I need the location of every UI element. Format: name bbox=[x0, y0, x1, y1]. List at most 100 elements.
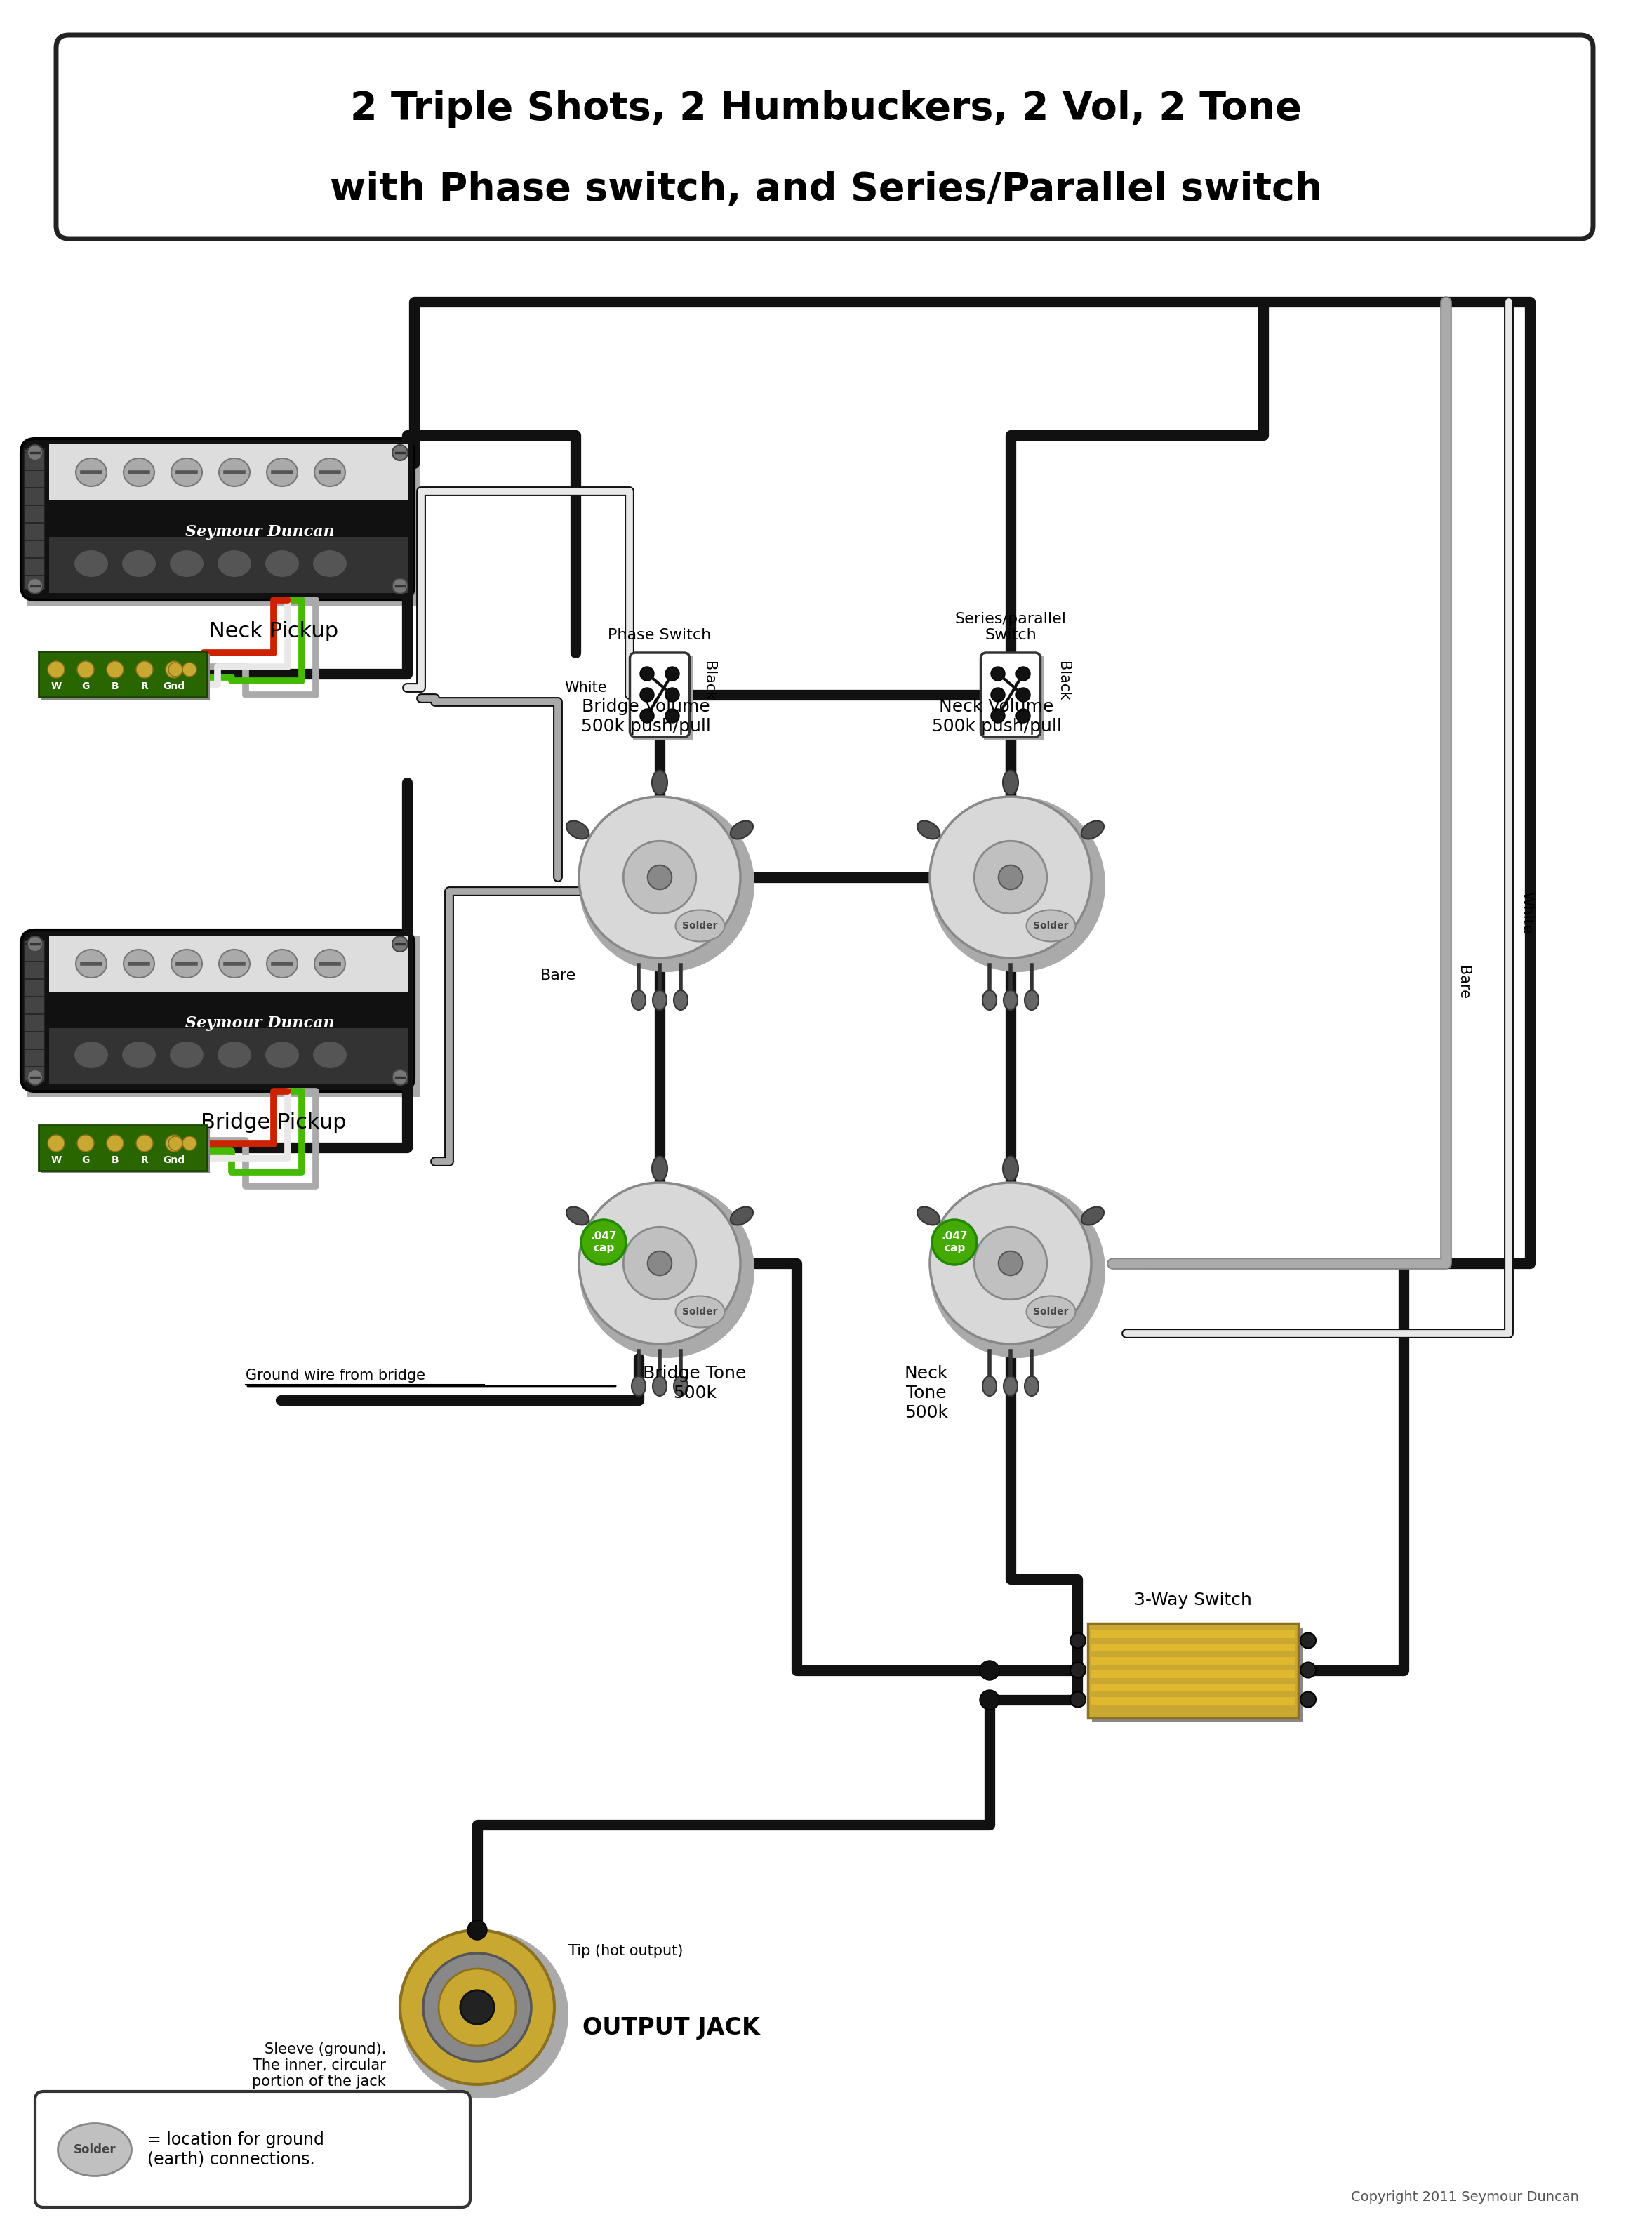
FancyBboxPatch shape bbox=[629, 653, 689, 738]
FancyBboxPatch shape bbox=[21, 438, 415, 600]
Circle shape bbox=[135, 1135, 154, 1151]
Circle shape bbox=[1070, 1662, 1085, 1678]
Bar bbox=[1092, 1684, 1295, 1691]
Bar bbox=[38, 651, 206, 695]
FancyBboxPatch shape bbox=[56, 36, 1593, 238]
Circle shape bbox=[666, 709, 679, 722]
Circle shape bbox=[165, 1135, 182, 1151]
Circle shape bbox=[392, 578, 408, 593]
Text: 2 Triple Shots, 2 Humbuckers, 2 Vol, 2 Tone: 2 Triple Shots, 2 Humbuckers, 2 Vol, 2 T… bbox=[350, 89, 1302, 127]
Ellipse shape bbox=[653, 771, 667, 795]
Ellipse shape bbox=[578, 795, 755, 971]
Text: .047
cap: .047 cap bbox=[942, 1231, 968, 1253]
Ellipse shape bbox=[1026, 1295, 1075, 1327]
Circle shape bbox=[392, 935, 408, 951]
Circle shape bbox=[48, 662, 64, 678]
Ellipse shape bbox=[124, 458, 154, 487]
Ellipse shape bbox=[312, 549, 347, 578]
Circle shape bbox=[468, 1920, 487, 1940]
Ellipse shape bbox=[676, 911, 725, 942]
Ellipse shape bbox=[1003, 1375, 1018, 1395]
Text: Solder: Solder bbox=[73, 2144, 116, 2155]
Circle shape bbox=[932, 1220, 976, 1264]
Circle shape bbox=[578, 795, 740, 958]
Bar bbox=[1092, 1658, 1295, 1664]
Bar bbox=[1092, 1698, 1295, 1704]
Ellipse shape bbox=[653, 1375, 667, 1395]
Circle shape bbox=[392, 444, 408, 460]
Ellipse shape bbox=[1003, 771, 1018, 795]
Circle shape bbox=[991, 709, 1004, 722]
Circle shape bbox=[980, 1660, 999, 1680]
FancyBboxPatch shape bbox=[35, 2091, 471, 2206]
Circle shape bbox=[107, 1135, 124, 1151]
Circle shape bbox=[169, 1135, 182, 1151]
Ellipse shape bbox=[314, 949, 345, 978]
Bar bbox=[50, 444, 408, 500]
Bar bbox=[1092, 1627, 1302, 1722]
Circle shape bbox=[1070, 1691, 1085, 1706]
Text: Black: Black bbox=[1056, 660, 1070, 700]
Ellipse shape bbox=[76, 458, 107, 487]
Ellipse shape bbox=[567, 1207, 590, 1224]
Circle shape bbox=[48, 1135, 64, 1151]
Text: Ground wire from bridge: Ground wire from bridge bbox=[246, 1369, 425, 1382]
Circle shape bbox=[582, 1220, 626, 1264]
Ellipse shape bbox=[172, 949, 202, 978]
Bar bbox=[25, 940, 45, 1080]
Circle shape bbox=[930, 1182, 1092, 1344]
Text: Seymour Duncan: Seymour Duncan bbox=[185, 524, 334, 540]
Bar bbox=[26, 935, 420, 1098]
Bar bbox=[1087, 1622, 1298, 1718]
Ellipse shape bbox=[1003, 991, 1018, 1011]
Text: = location for ground
(earth) connections.: = location for ground (earth) connection… bbox=[147, 2131, 324, 2169]
Ellipse shape bbox=[631, 1375, 646, 1395]
Ellipse shape bbox=[312, 1040, 347, 1069]
Circle shape bbox=[165, 662, 182, 678]
Circle shape bbox=[182, 662, 197, 675]
Text: Neck Volume
500k push/pull: Neck Volume 500k push/pull bbox=[932, 698, 1061, 735]
Circle shape bbox=[623, 1227, 695, 1300]
Text: R: R bbox=[140, 682, 149, 691]
Circle shape bbox=[28, 578, 43, 593]
Circle shape bbox=[1016, 709, 1031, 722]
Ellipse shape bbox=[74, 1040, 109, 1069]
Ellipse shape bbox=[220, 458, 249, 487]
Circle shape bbox=[439, 1969, 515, 2046]
Circle shape bbox=[28, 444, 43, 460]
Text: Gnd: Gnd bbox=[164, 682, 185, 691]
Circle shape bbox=[1300, 1691, 1317, 1706]
Circle shape bbox=[639, 667, 654, 680]
Circle shape bbox=[998, 1251, 1023, 1275]
Circle shape bbox=[666, 667, 679, 680]
Ellipse shape bbox=[730, 820, 753, 840]
Ellipse shape bbox=[121, 549, 157, 578]
Text: White: White bbox=[565, 680, 606, 695]
Bar bbox=[1092, 1671, 1295, 1678]
Circle shape bbox=[78, 1135, 94, 1151]
Ellipse shape bbox=[917, 820, 940, 840]
Text: Copyright 2011 Seymour Duncan: Copyright 2011 Seymour Duncan bbox=[1351, 2191, 1579, 2204]
Text: Black: Black bbox=[702, 660, 715, 700]
Circle shape bbox=[578, 1182, 740, 1344]
Text: Tip (hot output): Tip (hot output) bbox=[568, 1944, 682, 1958]
Ellipse shape bbox=[169, 549, 205, 578]
Bar bbox=[1092, 1631, 1295, 1638]
Ellipse shape bbox=[730, 1207, 753, 1224]
Ellipse shape bbox=[631, 991, 646, 1011]
Circle shape bbox=[107, 662, 124, 678]
Circle shape bbox=[28, 1069, 43, 1084]
Circle shape bbox=[1016, 689, 1031, 702]
Text: R: R bbox=[140, 1155, 149, 1164]
Ellipse shape bbox=[567, 820, 590, 840]
Bar bbox=[41, 1127, 210, 1173]
Circle shape bbox=[975, 1227, 1047, 1300]
Circle shape bbox=[392, 1069, 408, 1084]
Ellipse shape bbox=[58, 2124, 132, 2175]
Circle shape bbox=[400, 1931, 555, 2084]
Circle shape bbox=[1300, 1633, 1317, 1649]
Bar bbox=[26, 444, 420, 607]
Circle shape bbox=[1070, 1633, 1085, 1649]
Bar bbox=[50, 538, 408, 593]
Text: Bare: Bare bbox=[540, 969, 577, 982]
